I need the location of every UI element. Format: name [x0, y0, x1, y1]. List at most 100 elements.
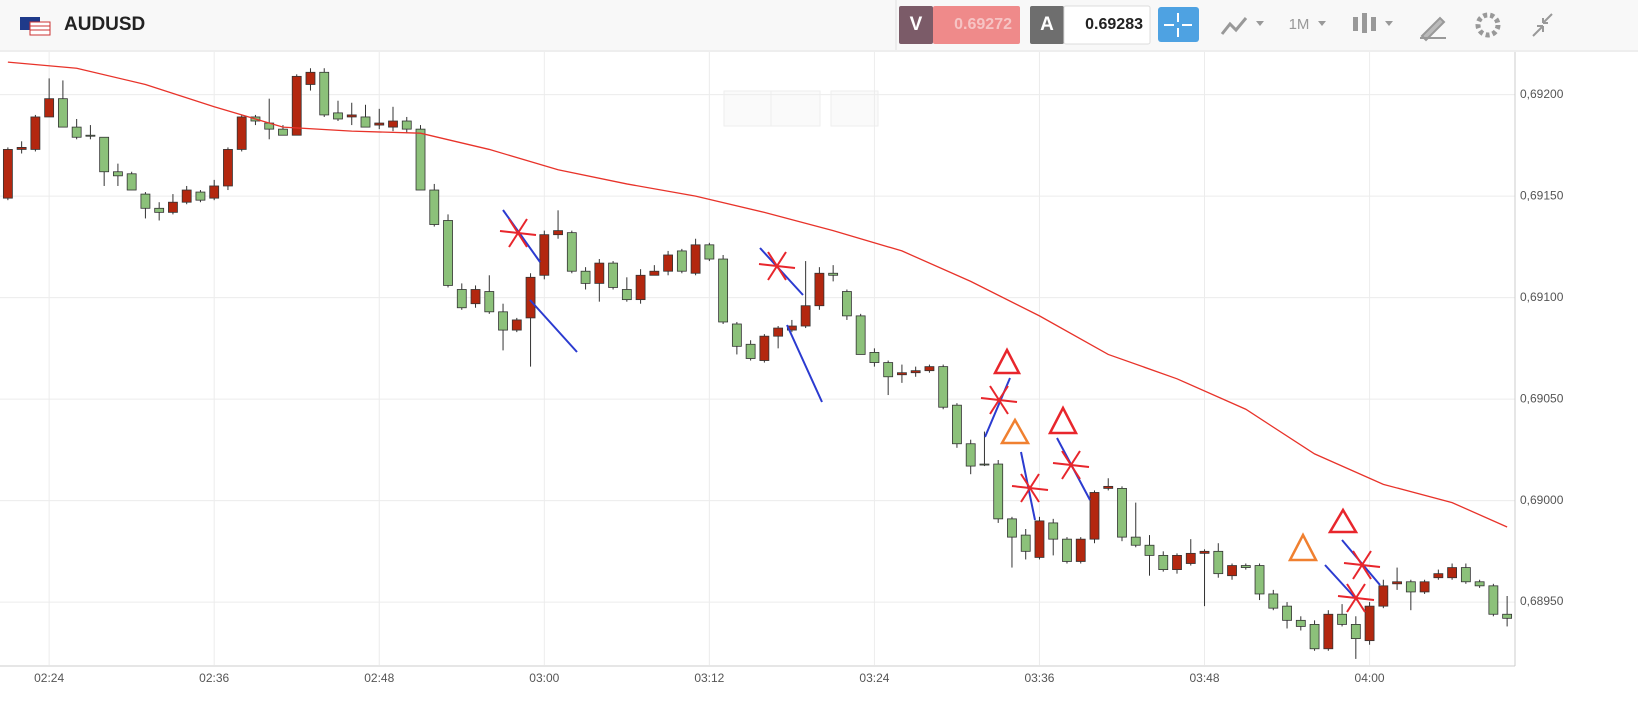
candle-body: [1172, 554, 1182, 570]
chart-type-button[interactable]: [1353, 13, 1393, 33]
annotations: [499, 209, 1381, 613]
candle-body: [1075, 538, 1086, 562]
flag: [20, 17, 51, 36]
candle-body: [181, 189, 192, 203]
candle-body: [140, 193, 151, 209]
candle-body: [1378, 585, 1389, 607]
candle-body: [924, 366, 935, 372]
candle-body: [965, 443, 976, 467]
candle-body: [566, 232, 577, 272]
plot: 0,68950 0,69000 0,69050 0,69100 0,69150 0,692…: [0, 52, 1564, 685]
candle-body: [1240, 565, 1251, 568]
star-marker: [1343, 550, 1381, 580]
y-tick-label: 0,69050: [1520, 391, 1564, 405]
candle-body: [621, 289, 632, 301]
candle-body: [663, 254, 673, 272]
x-tick-label: 04:00: [1355, 671, 1385, 685]
candle-body: [126, 173, 137, 191]
candle-body: [553, 230, 563, 236]
crosshair-button[interactable]: [1158, 7, 1199, 42]
candle-body: [1062, 538, 1072, 562]
sell-price-box[interactable]: [933, 6, 1020, 44]
draw-button[interactable]: [1420, 16, 1446, 42]
timeframe[interactable]: 1M: [1289, 16, 1310, 33]
buy-label[interactable]: A: [1040, 14, 1054, 35]
header-bar: [0, 0, 1638, 50]
buy-label-box[interactable]: [1030, 6, 1064, 44]
timeframe-caret[interactable]: [1318, 21, 1326, 26]
candle-body: [855, 315, 866, 355]
candle-body: [1295, 619, 1306, 627]
candle-body: [415, 128, 426, 191]
candle-body: [1405, 581, 1416, 593]
candle-body: [1268, 593, 1279, 609]
candle-body: [676, 250, 687, 272]
y-tick-label: 0,69100: [1520, 290, 1564, 304]
collapse-button[interactable]: [1532, 13, 1553, 37]
candle-body: [842, 291, 852, 317]
settings-button[interactable]: [1475, 12, 1501, 38]
candle-body: [113, 171, 123, 177]
candle-body: [1488, 585, 1499, 615]
candle-body: [1309, 624, 1320, 650]
candle-body: [470, 289, 481, 305]
candle-body: [594, 262, 605, 284]
overlay-panel[interactable]: [830, 90, 879, 127]
star-marker: [1052, 450, 1090, 480]
candle-body: [1185, 552, 1196, 564]
candle-body: [800, 305, 811, 327]
star-marker: [499, 218, 537, 248]
candle-body: [57, 98, 68, 128]
triangle-marker: [1327, 507, 1359, 534]
candle-body: [154, 207, 165, 213]
candle-body: [1323, 613, 1334, 650]
triangle-marker: [999, 417, 1031, 445]
candle-body: [85, 134, 96, 137]
candle-body: [635, 274, 646, 301]
indicator-button[interactable]: [1220, 17, 1264, 35]
candle-body: [498, 311, 508, 331]
y-tick-label: 0,69150: [1520, 188, 1564, 202]
candle-body: [704, 244, 715, 260]
candle-body: [223, 149, 233, 187]
candle-body: [993, 463, 1004, 520]
candle-body: [1474, 581, 1485, 587]
candle-body: [44, 98, 55, 118]
candle-body: [773, 327, 784, 337]
candle-body: [1020, 534, 1031, 552]
y-tick-label: 0,69000: [1520, 493, 1564, 507]
buy-price-box[interactable]: [1063, 5, 1151, 45]
x-tick-label: 02:36: [199, 671, 229, 685]
candle-body: [209, 185, 220, 199]
candle-body: [897, 372, 907, 376]
candle-body: [1460, 567, 1471, 583]
candle-body: [1089, 492, 1100, 540]
x-tick-label: 03:24: [859, 671, 889, 685]
candle-body: [388, 120, 398, 128]
candle-body: [168, 201, 178, 213]
candle-body: [443, 220, 453, 286]
x-tick-label: 03:00: [529, 671, 559, 685]
x-tick-label: 03:48: [1190, 671, 1220, 685]
candle-body: [869, 352, 880, 363]
buy-price[interactable]: 0.69283: [1085, 16, 1143, 33]
candle-body: [690, 244, 701, 274]
candle-body: [718, 258, 729, 323]
candle-body: [346, 114, 357, 118]
sell-price[interactable]: 0.69272: [954, 16, 1012, 33]
overlay-panel[interactable]: [723, 90, 821, 127]
trend-line: [502, 209, 541, 263]
candle-body: [580, 270, 591, 284]
candle-body: [1158, 554, 1169, 570]
candle-body: [828, 272, 839, 276]
candle-body: [71, 126, 82, 138]
candle-body: [195, 191, 206, 201]
candle-body: [484, 291, 495, 313]
candle-body: [360, 116, 371, 128]
candle-body: [1282, 605, 1292, 621]
candle-body: [1130, 536, 1141, 546]
candle-body: [759, 335, 770, 361]
sell-label-box[interactable]: [899, 6, 933, 44]
sell-label[interactable]: V: [910, 14, 923, 35]
